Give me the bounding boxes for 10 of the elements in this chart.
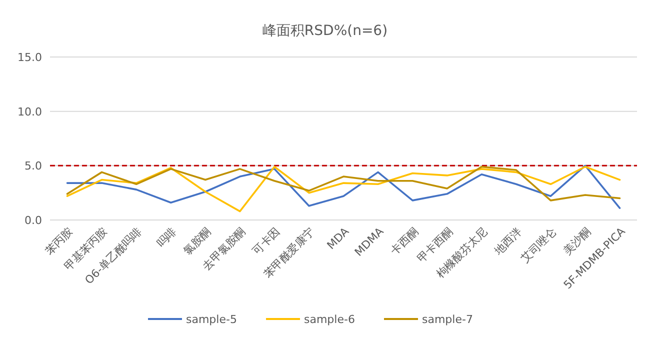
chart-title: 峰面积RSD%(n=6) [262,23,388,39]
line-series [66,166,621,202]
legend-label: sample-7 [422,313,473,326]
y-tick-label: 10.0 [18,105,42,118]
y-tick-label: 5.0 [24,160,42,173]
y-tick-label: 0.0 [24,214,42,227]
legend-label: sample-6 [304,313,355,326]
x-tick-label: 吗啡 [154,224,179,250]
y-tick-label: 15.0 [18,51,42,64]
legend-label: sample-5 [186,313,237,326]
